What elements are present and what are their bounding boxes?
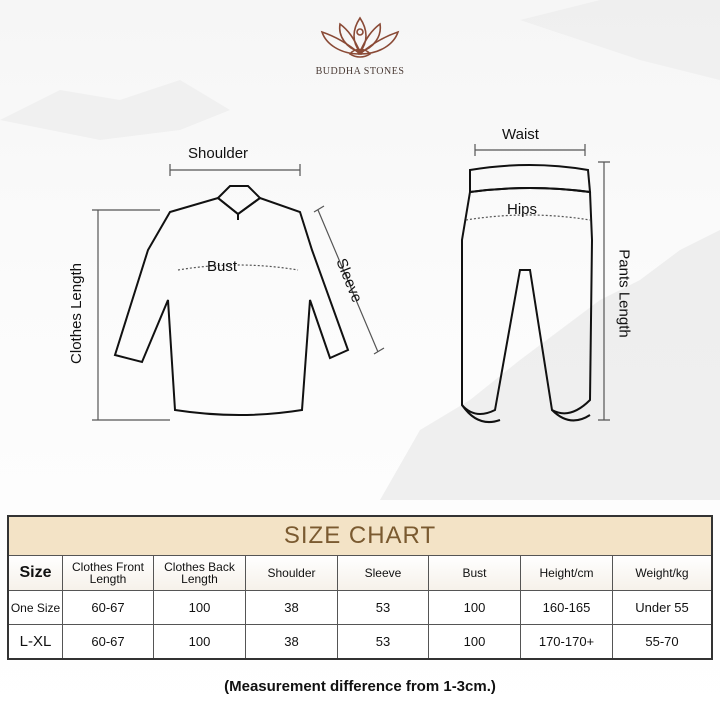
size-chart-table: SIZE CHART Size Clothes Front Length Clo… <box>7 515 713 660</box>
lotus-meditation-icon <box>320 16 400 58</box>
table-cell: 100 <box>154 591 246 624</box>
shoulder-label: Shoulder <box>188 145 249 162</box>
table-cell: 170-170+ <box>521 625 613 658</box>
top-outline <box>113 185 350 416</box>
header-cell: Sleeve <box>338 556 429 590</box>
size-cell: L-XL <box>9 625 63 658</box>
table-cell: 55-70 <box>613 625 711 658</box>
table-cell: 100 <box>429 591 521 624</box>
table-cell: 38 <box>246 591 338 624</box>
header-cell: Clothes Back Length <box>154 556 246 590</box>
table-header-row: Size Clothes Front Length Clothes Back L… <box>9 556 711 591</box>
mountain-background <box>0 0 720 500</box>
pants-outline <box>461 164 594 424</box>
header-cell: Shoulder <box>246 556 338 590</box>
table-cell: 60-67 <box>63 591 154 624</box>
table-cell: 100 <box>429 625 521 658</box>
table-cell: Under 55 <box>613 591 711 624</box>
clothes-length-label: Clothes Length <box>67 263 85 364</box>
header-cell: Height/cm <box>521 556 613 590</box>
pants-length-label: Pants Length <box>615 249 633 338</box>
size-cell: One Size <box>9 591 63 624</box>
garment-diagrams <box>92 144 610 424</box>
table-cell: 60-67 <box>63 625 154 658</box>
bust-label: Bust <box>207 258 238 275</box>
measurement-note: (Measurement difference from 1-3cm.) <box>224 678 496 695</box>
brand-name: BUDDHA STONES <box>315 66 405 77</box>
table-row: L-XL 60-67 100 38 53 100 170-170+ 55-70 <box>9 625 711 658</box>
header-cell: Weight/kg <box>613 556 711 590</box>
hips-label: Hips <box>507 201 538 218</box>
header-cell: Clothes Front Length <box>63 556 154 590</box>
brand-logo <box>300 8 420 71</box>
header-cell: Bust <box>429 556 521 590</box>
top-measure-lines <box>92 164 385 421</box>
size-chart-title: SIZE CHART <box>9 517 711 556</box>
table-cell: 53 <box>338 591 429 624</box>
pants-measure-lines <box>465 144 610 421</box>
table-cell: 38 <box>246 625 338 658</box>
table-cell: 160-165 <box>521 591 613 624</box>
waist-label: Waist <box>502 126 539 143</box>
table-row: One Size 60-67 100 38 53 100 160-165 Und… <box>9 591 711 625</box>
table-cell: 100 <box>154 625 246 658</box>
table-cell: 53 <box>338 625 429 658</box>
header-cell: Size <box>9 556 63 590</box>
